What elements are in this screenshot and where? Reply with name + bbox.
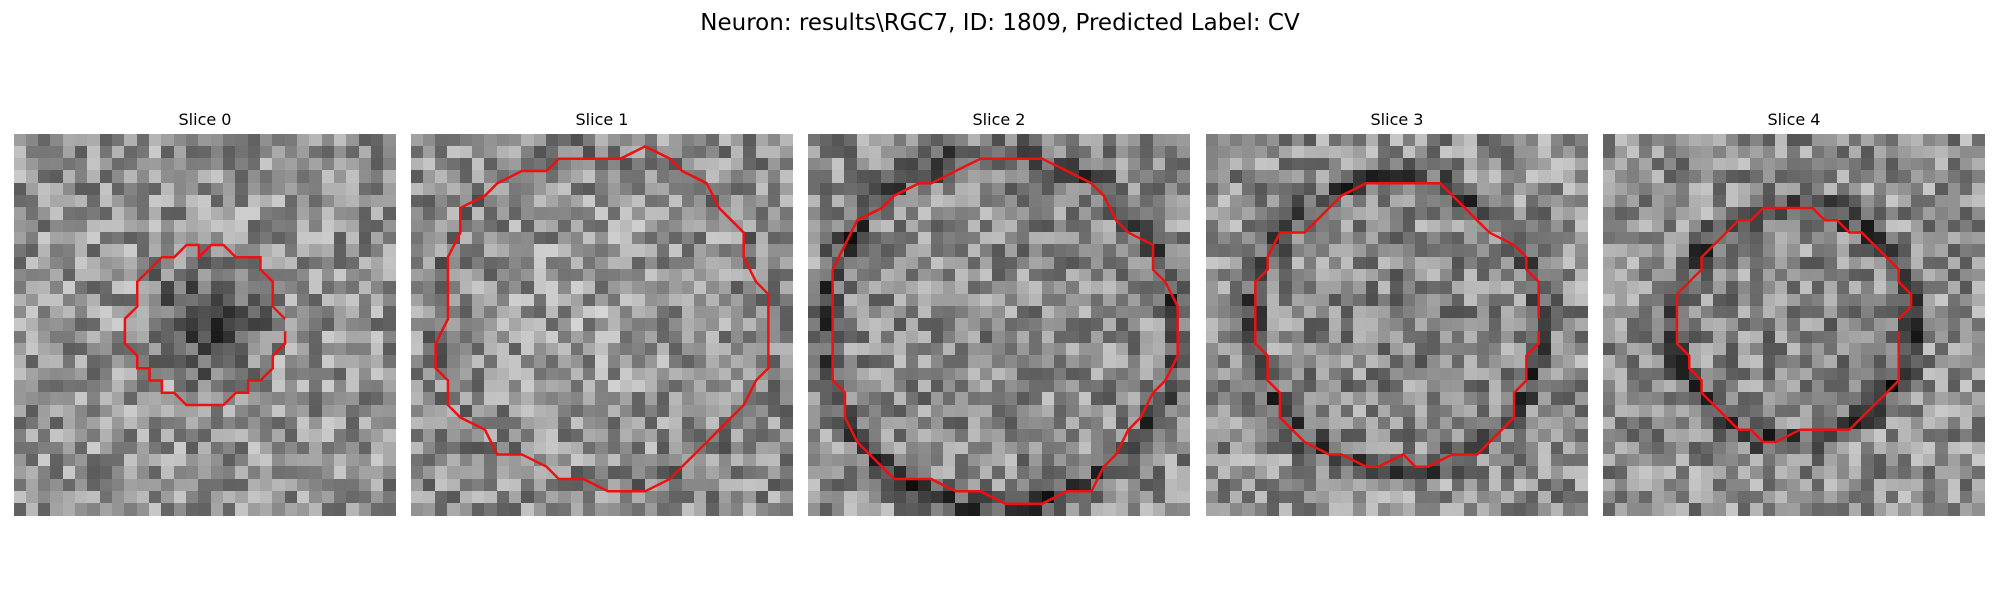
slice-image bbox=[14, 134, 396, 516]
slice-panel-1: Slice 1 bbox=[411, 110, 793, 516]
slice-title: Slice 1 bbox=[575, 110, 629, 129]
slice-panel-2: Slice 2 bbox=[808, 110, 1190, 516]
slice-title: Slice 4 bbox=[1767, 110, 1821, 129]
slice-image bbox=[808, 134, 1190, 516]
figure-title: Neuron: results\RGC7, ID: 1809, Predicte… bbox=[700, 10, 1300, 36]
slice-title: Slice 2 bbox=[972, 110, 1026, 129]
slice-image bbox=[1206, 134, 1588, 516]
slice-title: Slice 3 bbox=[1370, 110, 1424, 129]
slice-image bbox=[1603, 134, 1985, 516]
slice-panel-0: Slice 0 bbox=[14, 110, 396, 516]
slice-panel-3: Slice 3 bbox=[1206, 110, 1588, 516]
slice-title: Slice 0 bbox=[178, 110, 232, 129]
slice-image bbox=[411, 134, 793, 516]
slice-panel-4: Slice 4 bbox=[1603, 110, 1985, 516]
